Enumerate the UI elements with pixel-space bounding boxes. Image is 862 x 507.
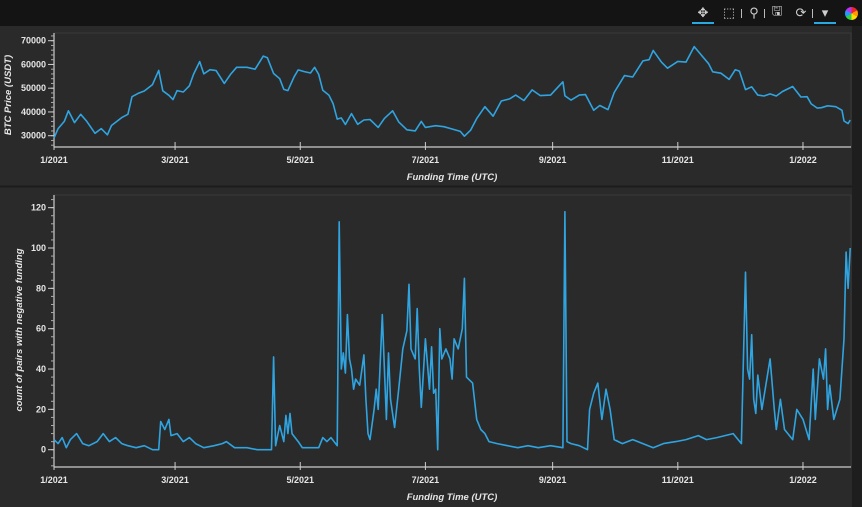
y-tick-label: 40 [36, 364, 46, 374]
canvas-background [0, 26, 852, 507]
x-tick-label: 7/2021 [412, 475, 440, 485]
reset-tool[interactable]: ⟳ [790, 4, 812, 22]
y-tick-label: 0 [41, 445, 46, 455]
btc-price-plot[interactable]: 1/2021 3/2021 5/2021 7/2021 9/2021 11/2021 1/2… [3, 32, 852, 183]
x-tick-label: 9/2021 [539, 475, 567, 485]
x-tick-label: 5/2021 [286, 155, 314, 165]
x-tick-label: 3/2021 [161, 155, 189, 165]
save-icon: 🖫 [771, 3, 783, 18]
toolbar-separator [812, 9, 813, 18]
save-tool[interactable]: 🖫 [766, 3, 788, 22]
hover-tool[interactable]: ▾ [814, 4, 836, 24]
y-tick-label: 70000 [21, 36, 46, 46]
pan-tool[interactable]: ✥ [692, 4, 714, 24]
reset-icon: ⟳ [795, 5, 807, 20]
x-tick-label: 1/2021 [40, 475, 68, 485]
x-axis-label: Funding Time (UTC) [407, 172, 498, 183]
wheel-zoom-icon: ⚲ [749, 5, 759, 20]
y-tick-label: 120 [31, 203, 46, 213]
x-tick-label: 1/2021 [40, 155, 68, 165]
wheel-zoom-tool[interactable]: ⚲ [743, 4, 765, 22]
bokeh-logo-icon [844, 6, 858, 20]
y-tick-label: 50000 [21, 83, 46, 93]
bokeh-logo-tool[interactable] [840, 4, 862, 22]
series-line [53, 210, 851, 451]
x-axis-label: Funding Time (UTC) [407, 492, 498, 503]
y-axis-label: count of pairs with negative funding [14, 248, 25, 411]
x-tick-label: 1/2022 [789, 475, 817, 485]
y-tick-label: 100 [31, 243, 46, 253]
toolbar: ✥ ⬚ ⚲ 🖫 ⟳ ▾ [0, 0, 862, 26]
hover-icon: ▾ [821, 5, 829, 20]
toolbar-separator [764, 9, 765, 18]
pan-icon: ✥ [697, 5, 709, 20]
y-tick-label: 80 [36, 283, 46, 293]
series-line [53, 45, 851, 139]
x-tick-label: 9/2021 [539, 155, 567, 165]
x-tick-label: 1/2022 [789, 155, 817, 165]
x-tick-label: 11/2021 [662, 475, 694, 485]
y-axis-label: BTC Price (USDT) [3, 55, 14, 135]
negative-funding-plot[interactable]: 1/2021 3/2021 5/2021 7/2021 9/2021 11/2021 1/2… [14, 194, 852, 503]
y-tick-label: 20 [36, 404, 46, 414]
y-tick-label: 60 [36, 324, 46, 334]
x-tick-label: 3/2021 [161, 475, 189, 485]
box-zoom-icon: ⬚ [722, 5, 736, 20]
y-tick-label: 40000 [21, 107, 46, 117]
x-tick-label: 5/2021 [286, 475, 314, 485]
x-tick-label: 11/2021 [662, 155, 694, 165]
y-tick-label: 30000 [21, 131, 46, 141]
y-tick-label: 60000 [21, 59, 46, 69]
x-tick-label: 7/2021 [412, 155, 440, 165]
toolbar-separator [741, 9, 742, 18]
box-zoom-tool[interactable]: ⬚ [718, 4, 740, 22]
